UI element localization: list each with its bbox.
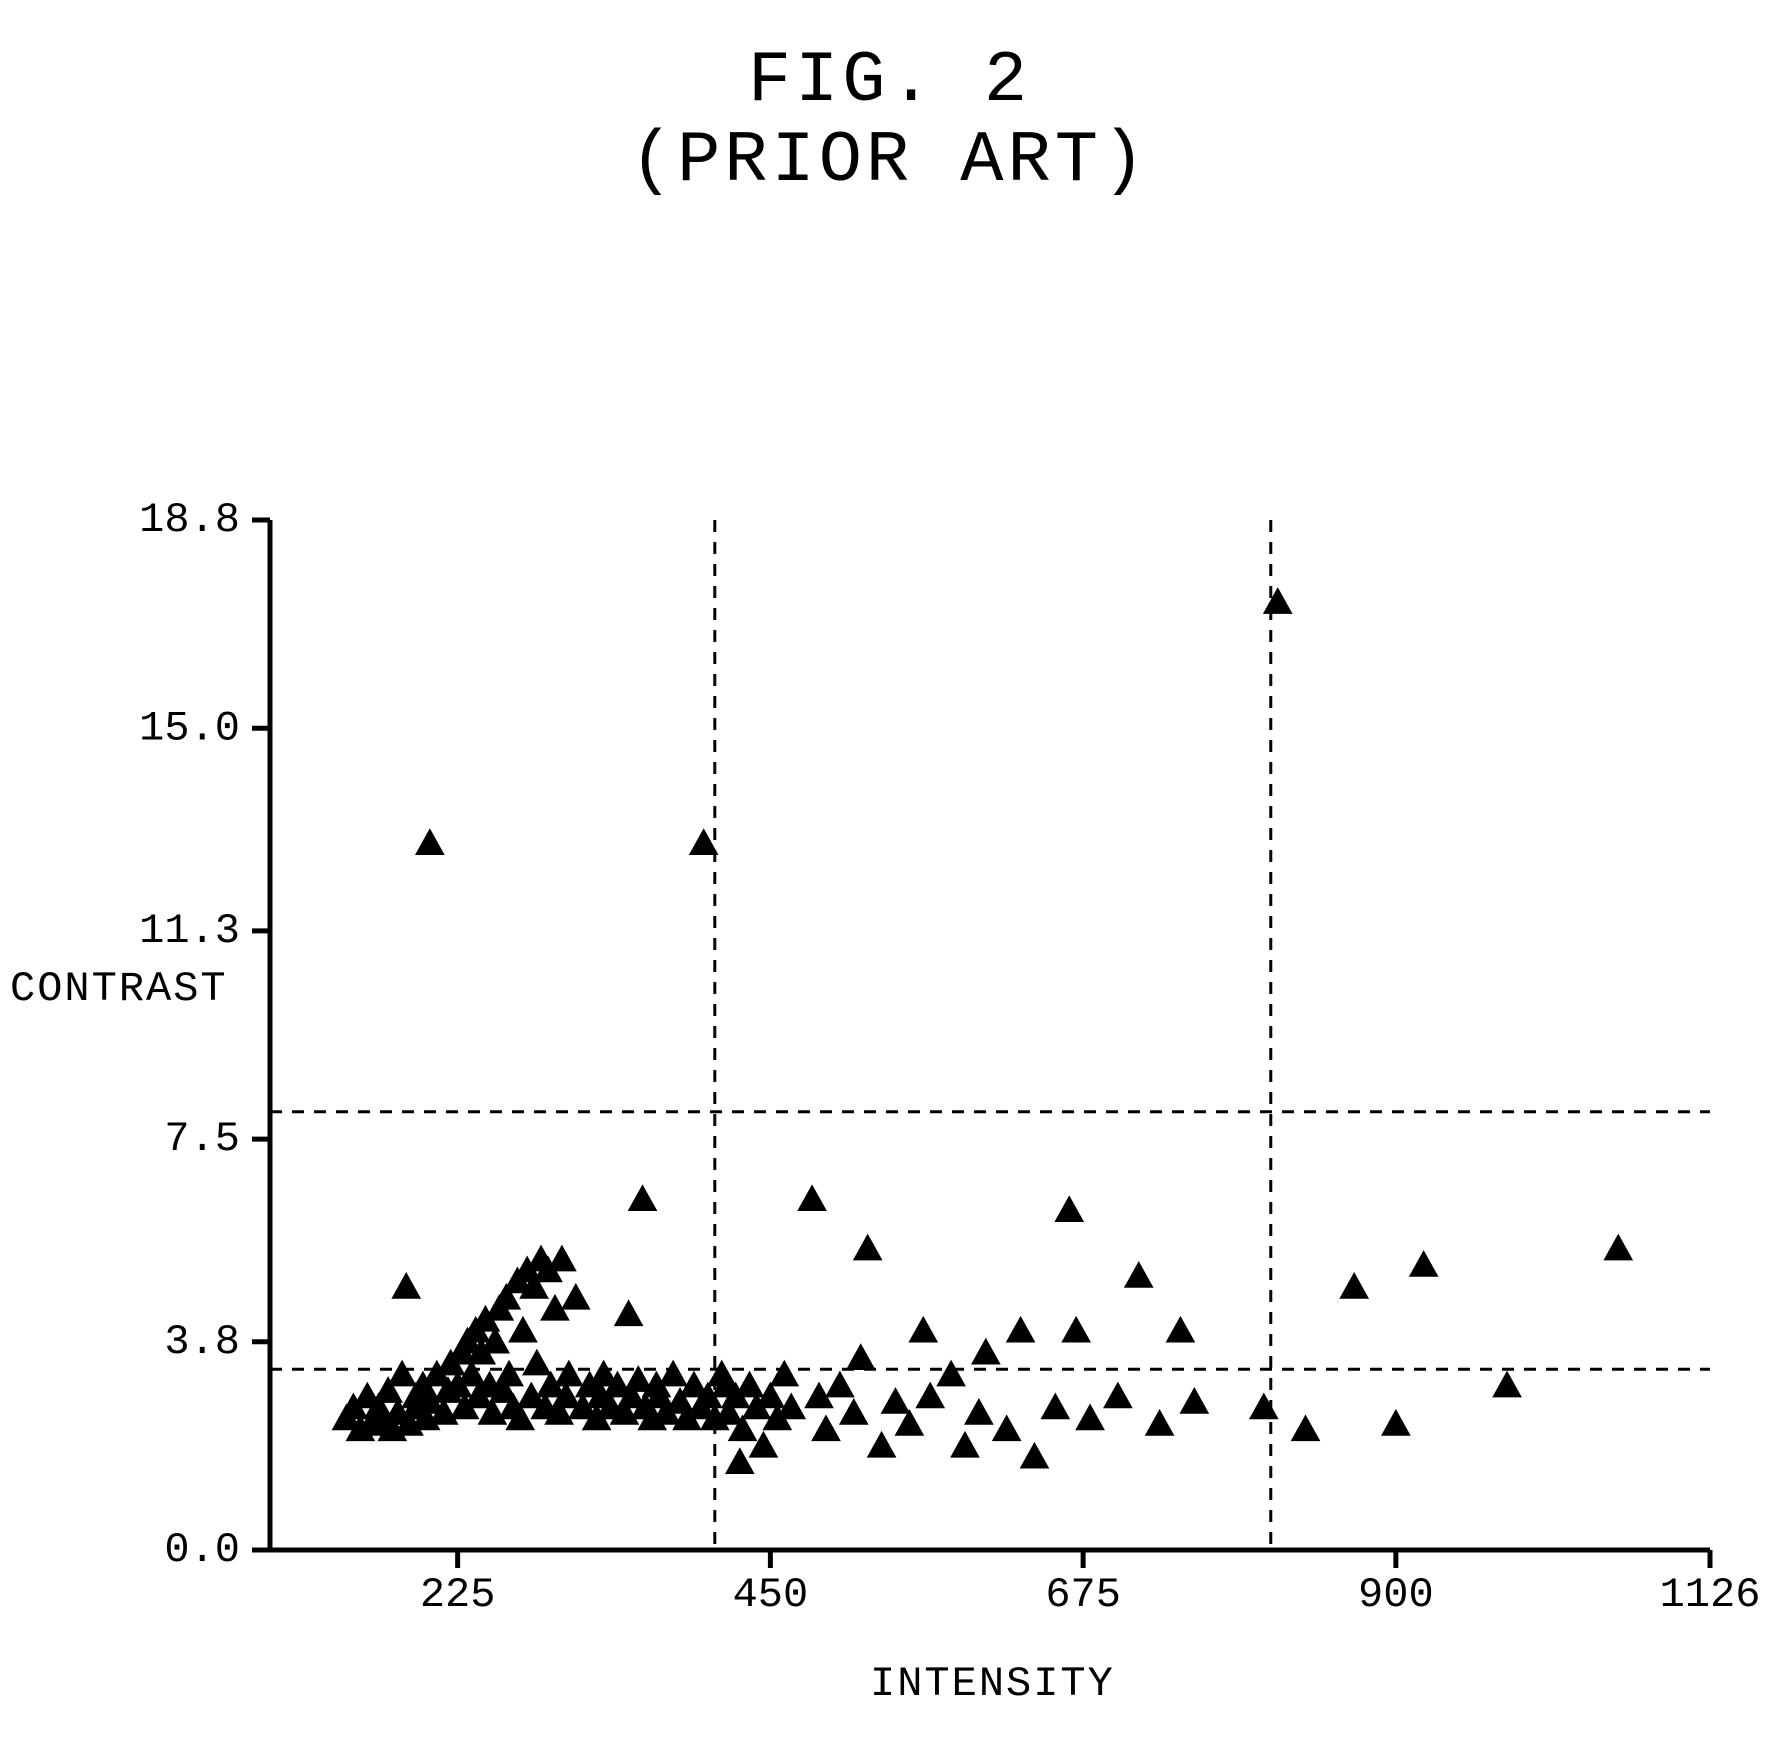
data-marker <box>726 1448 754 1473</box>
data-marker <box>1264 588 1292 613</box>
data-marker <box>392 1273 420 1298</box>
x-tick-label: 675 <box>1045 1571 1121 1619</box>
data-marker <box>972 1339 1000 1364</box>
data-marker <box>1007 1317 1035 1342</box>
data-marker <box>555 1361 583 1386</box>
data-marker <box>854 1235 882 1260</box>
data-marker <box>826 1372 854 1397</box>
x-tick-label: 225 <box>420 1571 496 1619</box>
data-marker <box>965 1399 993 1424</box>
x-tick-label: 450 <box>733 1571 809 1619</box>
data-marker <box>1104 1383 1132 1408</box>
data-marker <box>1340 1273 1368 1298</box>
data-marker <box>1076 1405 1104 1430</box>
data-marker <box>629 1185 657 1210</box>
data-marker <box>1146 1410 1174 1435</box>
y-tick-label: 18.8 <box>139 496 240 544</box>
data-marker <box>495 1361 523 1386</box>
data-marker <box>1062 1317 1090 1342</box>
data-marker <box>1020 1443 1048 1468</box>
data-marker <box>523 1350 551 1375</box>
data-marker <box>1604 1235 1632 1260</box>
y-tick-label: 0.0 <box>164 1526 240 1574</box>
data-marker <box>1493 1372 1521 1397</box>
data-marker <box>993 1415 1021 1440</box>
data-marker <box>798 1185 826 1210</box>
data-marker <box>736 1372 764 1397</box>
x-tick-label: 900 <box>1358 1571 1434 1619</box>
figure-container: FIG. 2 (PRIOR ART) 0.03.87.511.315.018.8… <box>0 0 1779 1764</box>
x-axis-label: INTENSITY <box>870 1660 1115 1708</box>
data-marker <box>659 1361 687 1386</box>
data-marker <box>1166 1317 1194 1342</box>
y-tick-label: 11.3 <box>139 907 240 955</box>
data-marker <box>1382 1410 1410 1435</box>
data-marker <box>562 1284 590 1309</box>
data-marker <box>548 1246 576 1271</box>
data-marker <box>416 829 444 854</box>
data-marker <box>770 1361 798 1386</box>
data-marker <box>1125 1262 1153 1287</box>
data-marker <box>868 1432 896 1457</box>
y-tick-label: 15.0 <box>139 704 240 752</box>
data-marker <box>840 1399 868 1424</box>
y-tick-label: 7.5 <box>164 1115 240 1163</box>
scatter-chart: 0.0 3.8 7.5 11.3 15.0 18.8 225 450 675 900 1126 <box>0 0 1779 1764</box>
data-marker <box>615 1300 643 1325</box>
data-marker <box>909 1317 937 1342</box>
data-marker <box>1292 1415 1320 1440</box>
data-marker <box>951 1432 979 1457</box>
y-axis-label: CONTRAST <box>10 965 228 1013</box>
data-marker <box>1410 1251 1438 1276</box>
data-marker <box>1250 1394 1278 1419</box>
y-tick-label: 3.8 <box>164 1318 240 1366</box>
x-tick-label: 1126 <box>1660 1571 1761 1619</box>
data-marker <box>1055 1196 1083 1221</box>
data-marker <box>812 1415 840 1440</box>
data-marker <box>847 1344 875 1369</box>
data-marker <box>881 1388 909 1413</box>
data-marker <box>1041 1394 1069 1419</box>
data-marker <box>1180 1388 1208 1413</box>
data-marker <box>388 1361 416 1386</box>
data-marker <box>937 1361 965 1386</box>
